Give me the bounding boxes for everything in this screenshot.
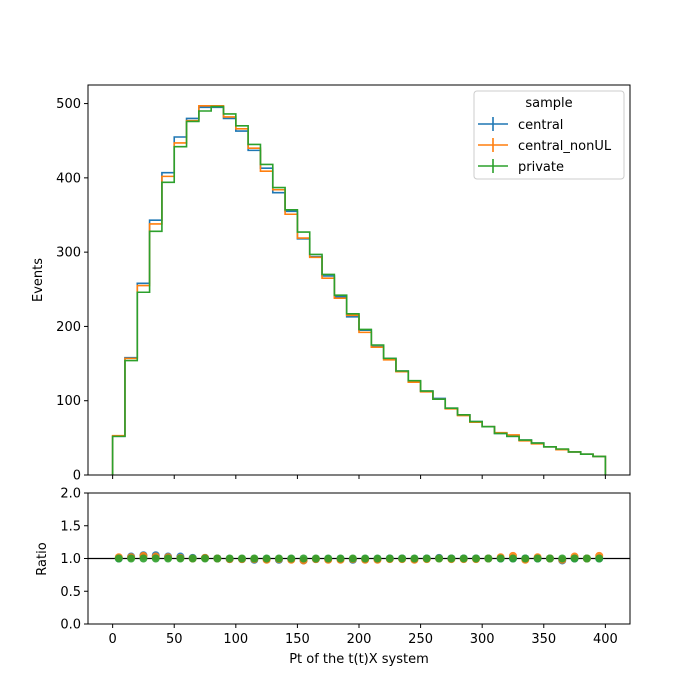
ratio-y-tick-label: 0.0 <box>60 618 81 633</box>
ratio-x-axis-label: Pt of the t(t)X system <box>289 652 429 667</box>
ratio-point-private <box>324 554 333 563</box>
main-y-axis-label: Events <box>31 258 46 302</box>
main-plot-frame <box>87 84 631 476</box>
main-y-tick-label: 400 <box>56 171 81 186</box>
ratio-point-private <box>348 554 357 563</box>
ratio-y-axis-label: Ratio <box>35 542 50 575</box>
ratio-point-private <box>250 554 259 563</box>
ratio-plot-frame <box>87 492 631 625</box>
ratio-point-private <box>496 554 505 563</box>
ratio-point-private <box>508 554 517 563</box>
ratio-panel: 0.00.51.01.52.00 50 100 150 200 250 300 350 400 … <box>35 487 631 667</box>
main-series-group <box>111 105 607 475</box>
step-series-private <box>111 105 607 475</box>
ratio-x-tick-label: 0 <box>108 632 116 647</box>
ratio-x-tick-label: 350 <box>531 632 556 647</box>
ratio-point-private <box>435 554 444 563</box>
ratio-point-private <box>472 554 481 563</box>
ratio-point-private <box>311 554 320 563</box>
ratio-x-tick-label: 300 <box>470 632 495 647</box>
ratio-point-private <box>201 554 210 563</box>
ratio-point-private <box>533 554 542 563</box>
ratio-point-private <box>213 554 222 563</box>
ratio-point-private <box>299 554 308 563</box>
legend-label-central: central <box>518 118 563 133</box>
main-y-tick-label: 100 <box>56 394 81 409</box>
ratio-ticks-group: 0.0 0.5 1.0 1.5 2.0 0 50 100 150 200 250 300 350 400 <box>60 487 617 648</box>
ratio-point-private <box>447 554 456 563</box>
ratio-point-private <box>595 554 604 563</box>
main-ticks-group: 0 100 200 300 400 500 <box>56 97 606 484</box>
ratio-y-tick-label: 0.5 <box>60 585 81 600</box>
ratio-point-private <box>176 554 185 563</box>
ratio-point-private <box>373 554 382 563</box>
ratio-point-private <box>521 554 530 563</box>
ratio-point-private <box>287 554 296 563</box>
legend-box <box>473 90 625 180</box>
ratio-y-tick-label: 2.0 <box>60 487 81 502</box>
ratio-x-tick-label: 200 <box>347 632 372 647</box>
ratio-point-private <box>127 554 136 563</box>
ratio-point-private <box>570 554 579 563</box>
ratio-x-tick-label: 400 <box>593 632 618 647</box>
ratio-point-private <box>422 554 431 563</box>
ratio-x-tick-label: 100 <box>223 632 248 647</box>
ratio-point-private <box>410 554 419 563</box>
ratio-point-private <box>545 554 554 563</box>
ratio-point-private <box>114 554 123 563</box>
ratio-point-private <box>237 554 246 563</box>
legend-title: sample <box>525 96 572 111</box>
ratio-point-private <box>164 554 173 563</box>
ratio-point-private <box>484 554 493 563</box>
ratio-x-tick-label: 150 <box>285 632 310 647</box>
legend-label-private: private <box>518 160 564 175</box>
ratio-point-private <box>582 554 591 563</box>
ratio-y-tick-label: 1.5 <box>60 519 81 534</box>
ratio-point-private <box>336 554 345 563</box>
ratio-point-private <box>188 554 197 563</box>
ratio-x-tick-label: 250 <box>408 632 433 647</box>
ratio-point-private <box>361 554 370 563</box>
ratio-point-private <box>398 554 407 563</box>
ratio-point-private <box>139 554 148 563</box>
ratio-point-private <box>558 554 567 563</box>
ratio-point-private <box>385 554 394 563</box>
ratio-y-tick-label: 1.0 <box>60 552 81 567</box>
main-y-tick-label: 200 <box>56 320 81 335</box>
main-y-tick-label: 0 <box>73 469 81 484</box>
ratio-point-private <box>225 554 234 563</box>
ratio-point-private <box>274 554 283 563</box>
ratio-point-private <box>459 554 468 563</box>
ratio-point-private <box>262 554 271 563</box>
legend-label-central-nonUL: central_nonUL <box>518 139 612 154</box>
main-y-tick-label: 500 <box>56 97 81 112</box>
ratio-series-group <box>114 551 604 565</box>
ratio-point-private <box>151 554 160 563</box>
main-y-tick-label: 300 <box>56 246 81 261</box>
ratio-x-tick-label: 50 <box>166 632 183 647</box>
